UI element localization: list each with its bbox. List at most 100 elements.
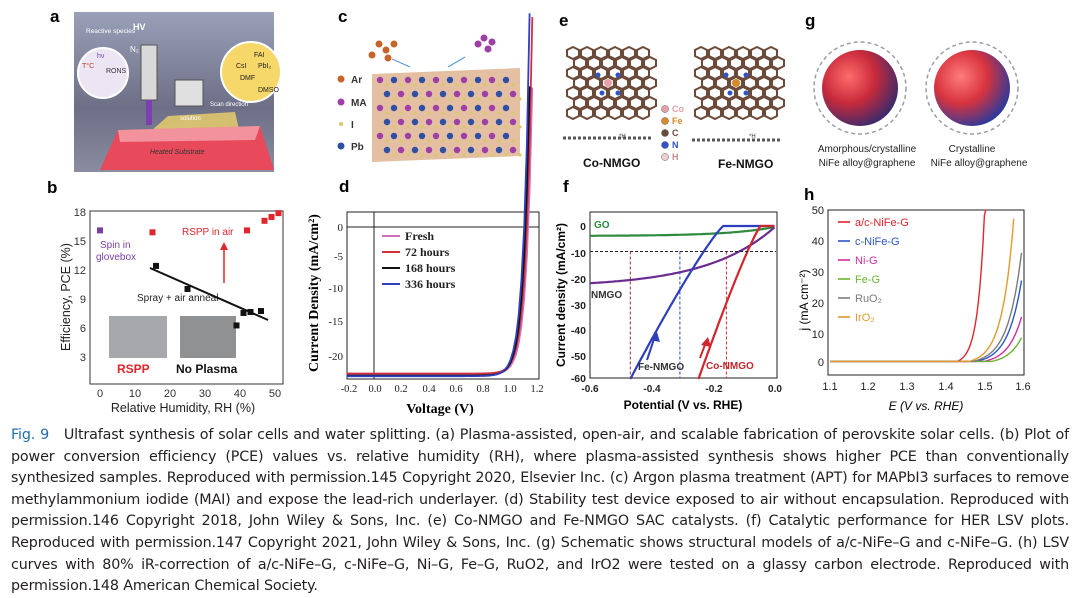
c-atom (455, 83, 459, 87)
caption-text: Ultrafast synthesis of solar cells and w… (11, 427, 1069, 595)
c-atom (474, 104, 482, 112)
c-atom (441, 83, 445, 87)
c-ma (474, 40, 482, 48)
b-point (261, 217, 268, 224)
c-ma (488, 38, 496, 46)
e-hex (566, 105, 580, 121)
c-atom (509, 118, 517, 126)
b-spin-label: Spin in glovebox (96, 240, 136, 263)
panel-e: e *H *H Co-NMGO Fe-NMGO Co Fe CNH (559, 11, 785, 171)
b-ytick: 6 (80, 323, 86, 335)
c-atom (467, 90, 475, 98)
g-cap2a: Crystalline (949, 144, 996, 155)
f-xtick: 0.0 (768, 384, 782, 395)
panel-e-label: e (559, 11, 568, 30)
e-hex (615, 75, 629, 91)
e-hex (701, 55, 715, 71)
c-atom (518, 97, 522, 101)
e-hex (771, 75, 785, 91)
a-chem-4: DMSO (258, 87, 280, 94)
c-atom (453, 146, 461, 154)
g-cap2b: NiFe alloy@graphene (931, 158, 1028, 169)
f-xtick: -0.2 (705, 384, 723, 395)
d-xlabel: Voltage (V) (406, 402, 474, 417)
e-hex (594, 45, 608, 61)
b-noplasma: No Plasma (176, 362, 238, 376)
d-ytick: 0 (338, 222, 344, 234)
b-ylabel: Efficiency, PCE (%) (59, 243, 73, 351)
c-atom (434, 97, 438, 101)
c-atom (509, 146, 517, 154)
e-hex (636, 85, 650, 101)
c-atom (474, 76, 482, 84)
b-ytick: 18 (74, 207, 86, 219)
e-hex (757, 95, 771, 111)
c-atom (404, 104, 412, 112)
d-xtick: 0.8 (476, 384, 489, 395)
a-chem-0: FAI (254, 52, 265, 59)
b-sem-noplasma (180, 316, 236, 358)
e-hex (708, 105, 722, 121)
c-atom (483, 139, 487, 143)
c-atom (460, 104, 468, 112)
c-atom (469, 83, 473, 87)
c-ma (484, 45, 492, 53)
h-ytick: 20 (812, 298, 824, 310)
e-hex (566, 85, 580, 101)
a-rons: RONS (106, 68, 127, 75)
b-xtick: 0 (97, 388, 103, 400)
c-atom (490, 125, 494, 129)
e-h1: *H (619, 134, 626, 140)
f-ytick: -60 (571, 373, 586, 385)
e-hex (771, 95, 785, 111)
c-atom (425, 146, 433, 154)
a-chem-1: CsI (236, 63, 247, 70)
e-hex (643, 95, 657, 111)
c-atom (518, 153, 522, 157)
d-legend-label: 72 hours (405, 245, 450, 259)
g-sphere-amorphous (822, 50, 898, 126)
d-xtick: 1.0 (503, 384, 516, 395)
c-atom (406, 125, 410, 129)
c-atom (490, 153, 494, 157)
c-atom (453, 90, 461, 98)
e-hex (601, 55, 615, 71)
b-point (268, 213, 275, 220)
panel-a: a Reactive species HV N₂ hν T°C RONS sol… (50, 7, 282, 172)
h-ytick: 0 (818, 357, 824, 369)
c-atom (376, 76, 384, 84)
f-curve-fe (629, 224, 775, 380)
c-atom (376, 132, 384, 140)
panel-b: b 18 15 12 9 6 3 0 10 20 30 40 50 Relati… (47, 178, 284, 415)
c-atom (399, 111, 403, 115)
c-atom (385, 111, 389, 115)
caption-figno: Fig. 9 (11, 427, 50, 443)
c-atom (418, 104, 426, 112)
e-hex (708, 85, 722, 101)
f-axes (589, 211, 778, 379)
d-xtick: 0.0 (368, 384, 381, 395)
g-cap1b: NiFe alloy@graphene (819, 158, 916, 169)
e-hex (580, 65, 594, 81)
b-rspp: RSPP (117, 362, 150, 376)
c-atom (518, 125, 522, 129)
c-atom (413, 139, 417, 143)
panel-f-label: f (563, 177, 569, 196)
c-atom (467, 146, 475, 154)
b-point (240, 309, 247, 316)
e-hex (729, 75, 743, 91)
c-atom (467, 118, 475, 126)
h-xtick: 1.3 (899, 381, 914, 393)
c-atom (411, 90, 419, 98)
e-legend-dot (661, 141, 669, 149)
e-legend-label: Co (672, 104, 684, 114)
b-point (184, 285, 191, 292)
c-atom (390, 132, 398, 140)
e-n-atom (599, 90, 605, 96)
h-legend-label: Ni-G (855, 255, 878, 267)
c-atom (497, 111, 501, 115)
h-ytick: 10 (812, 329, 824, 341)
e-hex (708, 65, 722, 81)
e-hex (629, 75, 643, 91)
b-ytick: 12 (74, 265, 86, 277)
